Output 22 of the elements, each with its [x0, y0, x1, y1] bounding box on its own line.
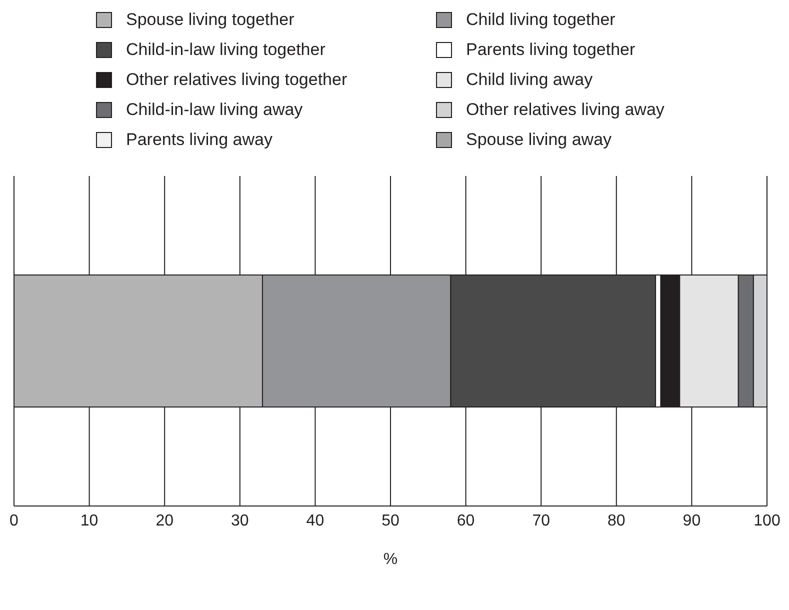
x-tick-label: 40 — [306, 512, 324, 530]
x-tick-label: 100 — [754, 512, 780, 530]
legend-label: Child-in-law living away — [126, 100, 303, 120]
x-tick-label: 60 — [456, 512, 475, 530]
legend-label: Parents living together — [466, 40, 636, 60]
legend-label: Child-in-law living together — [126, 40, 326, 60]
x-axis-title: % — [383, 551, 398, 568]
legend-label: Other relatives living together — [126, 70, 348, 90]
x-tick-label: 80 — [608, 512, 626, 530]
x-tick-label: 50 — [382, 512, 400, 530]
x-tick-label: 30 — [231, 512, 249, 530]
x-tick-label: 10 — [80, 512, 98, 530]
x-tick-label: 70 — [532, 512, 550, 530]
legend-label: Parents living away — [126, 130, 272, 150]
legend-label: Child living together — [466, 10, 616, 30]
legend-label: Child living away — [466, 70, 593, 90]
x-tick-label: 20 — [156, 512, 174, 530]
legend-label: Other relatives living away — [466, 100, 664, 120]
legend-label: Spouse living together — [126, 10, 294, 30]
x-tick-label: 0 — [10, 512, 19, 530]
legend-label: Spouse living away — [466, 130, 612, 150]
x-tick-label: 90 — [682, 512, 701, 530]
